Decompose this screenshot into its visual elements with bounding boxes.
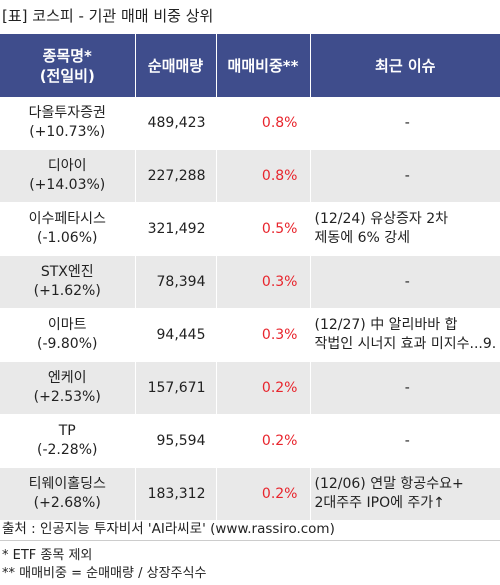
- price-change: (+10.73%): [29, 124, 106, 140]
- header-stock-name: 종목명* (전일비): [0, 34, 136, 97]
- table-row: 디아이 (+14.03%) 227,288 0.8% -: [0, 149, 500, 203]
- header-trade-ratio: 매매비중**: [216, 34, 311, 97]
- recent-issue-cell: -: [310, 255, 500, 309]
- net-volume: 183,312: [135, 467, 217, 521]
- recent-issue-line1: -: [404, 432, 410, 449]
- recent-issue-cell: -: [310, 149, 500, 203]
- stock-name-cell: 다올투자증권 (+10.73%): [0, 97, 136, 150]
- stock-name-cell: 이수페타시스 (-1.06%): [0, 202, 136, 256]
- recent-issue-cell: (12/06) 연말 항공수요+ 2대주주 IPO에 주가↑: [310, 467, 500, 521]
- price-change: (+2.68%): [33, 495, 101, 511]
- stock-name: STX엔진: [40, 264, 94, 280]
- stock-name-cell: 티웨이홀딩스 (+2.68%): [0, 467, 136, 521]
- price-change: (+14.03%): [29, 177, 106, 193]
- recent-issue-line1: (12/06) 연말 항공수요+: [314, 476, 464, 492]
- stock-name-cell: 엔케이 (+2.53%): [0, 361, 136, 415]
- trade-ratio: 0.5%: [216, 202, 311, 256]
- net-volume: 157,671: [135, 361, 217, 415]
- trade-ratio: 0.2%: [216, 467, 311, 521]
- net-volume: 227,288: [135, 149, 217, 203]
- stock-name-cell: TP (-2.28%): [0, 414, 136, 468]
- stock-name: 다올투자증권: [28, 105, 106, 121]
- net-volume: 321,492: [135, 202, 217, 256]
- stock-name: 이수페타시스: [28, 211, 106, 227]
- net-volume: 78,394: [135, 255, 217, 309]
- stock-name: 디아이: [47, 158, 87, 174]
- recent-issue-cell: -: [310, 414, 500, 468]
- price-change: (-2.28%): [37, 442, 98, 458]
- header-net-volume: 순매매량: [135, 34, 217, 97]
- recent-issue-cell: -: [310, 361, 500, 415]
- recent-issue-line1: -: [404, 167, 410, 184]
- price-change: (-1.06%): [37, 230, 98, 246]
- net-volume: 95,594: [135, 414, 217, 468]
- footnote-etf: * ETF 종목 제외: [2, 548, 93, 563]
- table-row: TP (-2.28%) 95,594 0.2% -: [0, 414, 500, 468]
- recent-issue-line2: 제동에 6% 강세: [314, 230, 411, 246]
- recent-issue-line2: 2대주주 IPO에 주가↑: [314, 495, 445, 511]
- footnote-ratio: ** 매매비중 = 순매매량 / 상장주식수: [2, 566, 207, 581]
- table-header-row: 종목명* (전일비) 순매매량 매매비중** 최근 이슈: [0, 34, 500, 97]
- table-row: 다올투자증권 (+10.73%) 489,423 0.8% -: [0, 97, 500, 150]
- trade-ratio: 0.8%: [216, 149, 311, 203]
- table-title: [표] 코스피 - 기관 매매 비중 상위: [2, 7, 214, 25]
- trade-ratio: 0.2%: [216, 414, 311, 468]
- stock-name: TP: [58, 423, 76, 439]
- price-change: (-9.80%): [37, 336, 98, 352]
- divider: [0, 540, 500, 541]
- header-stock-name-line1: 종목명*: [42, 46, 92, 65]
- net-volume: 94,445: [135, 308, 217, 362]
- stock-name: 이마트: [47, 317, 87, 333]
- price-change: (+2.53%): [33, 389, 101, 405]
- header-stock-name-line2: (전일비): [39, 66, 95, 85]
- stock-name-cell: 디아이 (+14.03%): [0, 149, 136, 203]
- stock-name-cell: 이마트 (-9.80%): [0, 308, 136, 362]
- stock-name-cell: STX엔진 (+1.62%): [0, 255, 136, 309]
- header-recent-issue: 최근 이슈: [310, 34, 500, 97]
- trade-ratio: 0.8%: [216, 97, 311, 150]
- recent-issue-cell: -: [310, 97, 500, 150]
- table-row: STX엔진 (+1.62%) 78,394 0.3% -: [0, 255, 500, 309]
- recent-issue-line1: -: [404, 273, 410, 290]
- net-volume: 489,423: [135, 97, 217, 150]
- trade-ratio: 0.3%: [216, 255, 311, 309]
- table-row: 티웨이홀딩스 (+2.68%) 183,312 0.2% (12/06) 연말 항공수요…: [0, 467, 500, 521]
- source-note: 출처 : 인공지능 투자비서 'AI라씨로' (www.rassiro.com): [2, 521, 335, 537]
- recent-issue-line1: (12/24) 유상증자 2차: [314, 211, 448, 227]
- recent-issue-line1: -: [404, 114, 410, 131]
- price-change: (+1.62%): [33, 283, 101, 299]
- table-row: 엔케이 (+2.53%) 157,671 0.2% -: [0, 361, 500, 415]
- institution-trading-table: 종목명* (전일비) 순매매량 매매비중** 최근 이슈 다올투자증권 (+10.…: [0, 34, 500, 521]
- table-row: 이수페타시스 (-1.06%) 321,492 0.5% (12/24) 유상증자 2차…: [0, 202, 500, 256]
- stock-name: 티웨이홀딩스: [28, 476, 106, 492]
- recent-issue-line1: -: [404, 379, 410, 396]
- recent-issue-line2: 작법인 시너지 효과 미지수...9.: [314, 336, 497, 352]
- stock-name: 엔케이: [47, 370, 87, 386]
- recent-issue-line1: (12/27) 中 알리바바 합: [314, 317, 458, 333]
- trade-ratio: 0.2%: [216, 361, 311, 415]
- trade-ratio: 0.3%: [216, 308, 311, 362]
